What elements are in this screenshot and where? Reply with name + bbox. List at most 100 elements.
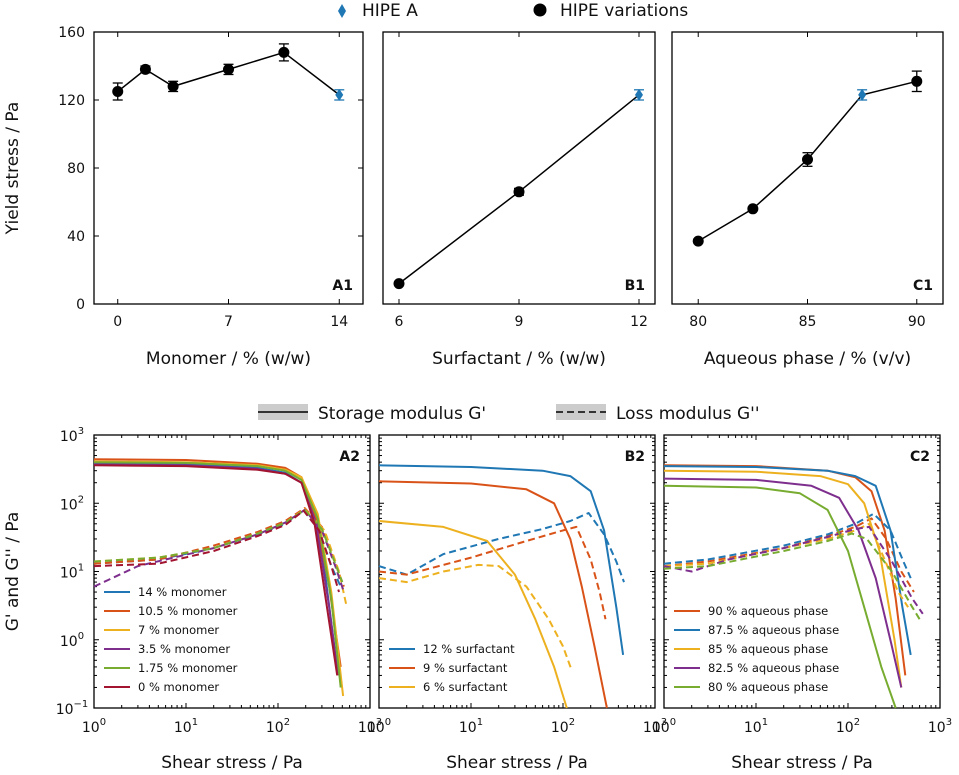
x-tick-label: 100: [367, 717, 391, 736]
hipe-a-point: [335, 88, 344, 101]
x-tick-label: 0: [113, 314, 122, 330]
top-legend: HIPE A HIPE variations: [338, 1, 688, 21]
legend-entry: 82.5 % aqueous phase: [708, 661, 839, 675]
y-tick-label: 100: [60, 631, 84, 650]
x-axis-label: Aqueous phase / % (v/v): [704, 349, 911, 369]
legend-entry: 9 % surfactant: [423, 661, 508, 675]
panel-label: C2: [910, 449, 930, 465]
data-point: [112, 86, 124, 97]
loss-legend-label: Loss modulus G'': [616, 404, 760, 424]
hipe-a-legend-label: HIPE A: [362, 1, 418, 21]
x-tick-label: 12: [630, 314, 648, 330]
legend-entry: 7 % monomer: [138, 623, 219, 637]
legend-entry: 1.75 % monomer: [138, 661, 238, 675]
loss-line-12-surfactant: [378, 512, 625, 583]
x-tick-label: 101: [744, 717, 768, 736]
x-tick-label: 7: [224, 314, 233, 330]
data-point: [802, 154, 813, 165]
legend-entry: 3.5 % monomer: [138, 642, 230, 656]
x-tick-label: 9: [515, 314, 524, 330]
y-tick-label: 101: [60, 563, 84, 582]
data-point: [139, 63, 151, 75]
x-tick-label: 14: [330, 314, 348, 330]
legend-entry: 80 % aqueous phase: [708, 680, 828, 694]
panel-label: B1: [625, 278, 645, 294]
plot-frame: [378, 434, 656, 709]
panel-label: C1: [913, 278, 933, 294]
legend-entry: 10.5 % monomer: [138, 604, 238, 618]
data-point: [223, 63, 234, 75]
loss-line-82-5-aqueous-phase: [663, 525, 924, 615]
y-tick-label: 102: [60, 494, 84, 513]
x-axis-label: Shear stress / Pa: [446, 753, 588, 773]
plot-frame: [671, 31, 944, 305]
panel-label: B2: [625, 449, 645, 465]
x-tick-label: 101: [459, 717, 483, 736]
storage-line-1-75-monomer: [93, 461, 342, 688]
storage-line-9-surfactant: [378, 480, 608, 709]
legend-entry: 14 % monomer: [138, 585, 227, 599]
panel-a1: 0 7 14 0 40 80 120 160 Monomer / % (w/w) Yield st…: [3, 25, 364, 369]
bottom-legend: Storage modulus G' Loss modulus G'': [258, 404, 760, 424]
panel-label: A2: [339, 449, 360, 465]
legend-entry: 90 % aqueous phase: [708, 604, 828, 618]
panel-label: A1: [332, 278, 353, 294]
x-tick-label: 102: [836, 717, 860, 736]
storage-line-85-aqueous-phase: [663, 469, 903, 688]
legend-entry: 85 % aqueous phase: [708, 642, 828, 656]
data-point: [513, 186, 525, 198]
y-tick-label: 160: [58, 25, 85, 41]
storage-line-0-monomer: [93, 464, 339, 676]
plot-frame: [382, 31, 656, 305]
y-tick-label: 10−1: [56, 699, 89, 718]
panel-b1: 6 9 12 Surfactant / % (w/w) B1: [382, 31, 656, 369]
y-tick-label: 40: [67, 229, 85, 245]
y-tick-label: 120: [58, 93, 85, 109]
data-point: [911, 75, 923, 87]
storage-legend-label: Storage modulus G': [318, 404, 486, 424]
hipe-a-legend-marker: [338, 4, 346, 18]
x-tick-label: 90: [908, 314, 926, 330]
hipe-variations-legend-marker: [533, 3, 547, 17]
storage-line-80-aqueous-phase: [663, 484, 897, 709]
x-tick-label: 80: [689, 314, 707, 330]
y-axis-label: Yield stress / Pa: [3, 102, 23, 236]
data-point: [393, 278, 405, 290]
hipe-variations-legend-label: HIPE variations: [560, 1, 688, 21]
storage-line-12-surfactant: [378, 464, 625, 656]
y-tick-label: 0: [76, 297, 85, 313]
data-point: [278, 46, 290, 58]
storage-line-6-surfactant: [378, 520, 568, 709]
loss-line-90-aqueous-phase: [663, 517, 915, 593]
loss-line-3-5-monomer: [93, 508, 345, 593]
data-point: [692, 235, 704, 247]
x-tick-label: 103: [928, 717, 952, 736]
legend-entry: 12 % surfactant: [423, 642, 515, 656]
y-tick-label: 80: [67, 161, 85, 177]
loss-line-6-surfactant: [378, 563, 573, 672]
loss-line-9-surfactant: [378, 525, 607, 620]
x-tick-label: 100: [82, 717, 106, 736]
x-tick-label: 102: [551, 717, 575, 736]
storage-line-82-5-aqueous-phase: [663, 477, 903, 688]
x-tick-label: 101: [174, 717, 198, 736]
x-tick-label: 100: [652, 717, 676, 736]
x-tick-label: 85: [799, 314, 817, 330]
panel-c1: 80 85 90 Aqueous phase / % (v/v) C1: [671, 31, 944, 369]
x-tick-label: 6: [395, 314, 404, 330]
loss-line-80-aqueous-phase: [663, 532, 921, 620]
x-axis-label: Shear stress / Pa: [731, 753, 873, 773]
legend-entry: 6 % surfactant: [423, 680, 508, 694]
x-axis-label: Monomer / % (w/w): [146, 349, 311, 369]
y-tick-label: 103: [60, 426, 84, 445]
loss-line-14-monomer: [93, 508, 342, 588]
y-axis-label: G' and G'' / Pa: [3, 512, 23, 632]
hipe-a-point: [635, 88, 643, 101]
legend-entry: 0 % monomer: [138, 680, 219, 694]
hipe-a-point: [858, 88, 867, 101]
legend-entry: 87.5 % aqueous phase: [708, 623, 839, 637]
loss-line-0-monomer: [93, 509, 340, 593]
